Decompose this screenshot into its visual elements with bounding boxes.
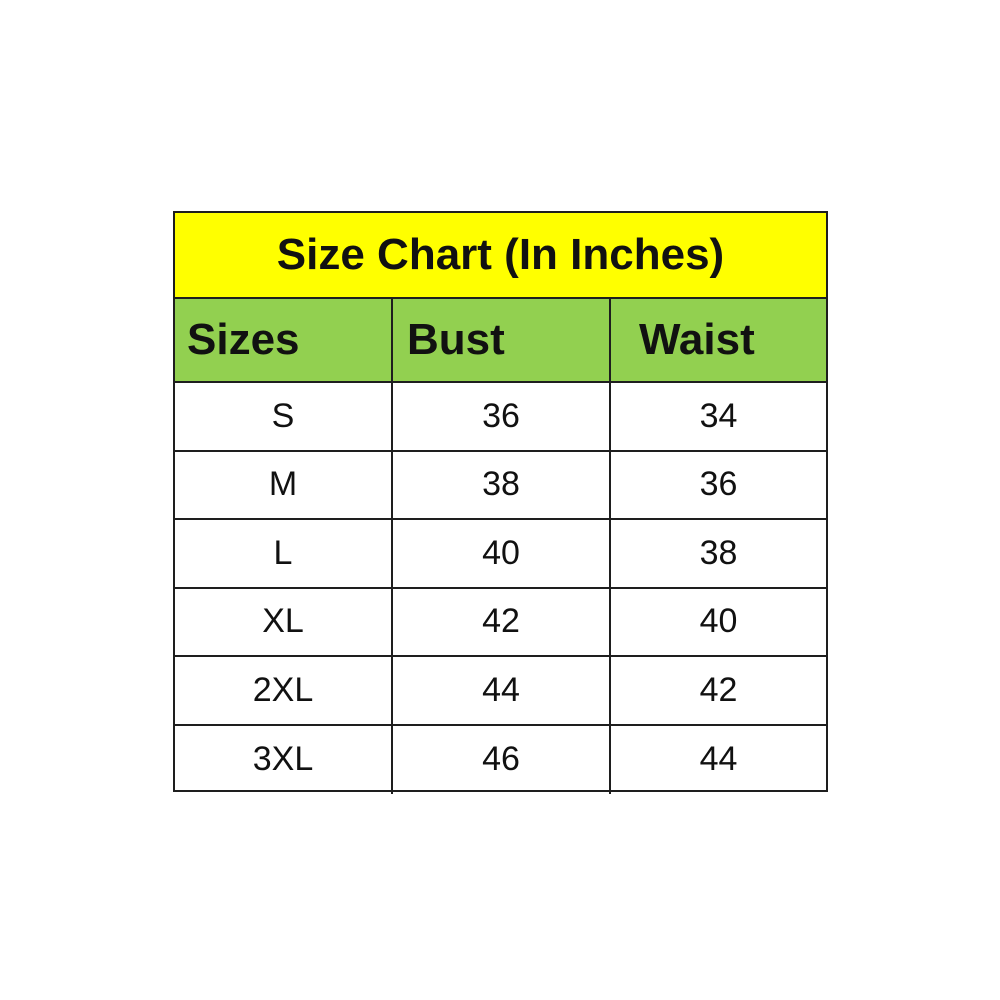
cell-waist: 42 bbox=[699, 670, 738, 709]
cell-size: S bbox=[175, 383, 393, 450]
cell-bust: 42 bbox=[393, 588, 611, 655]
cell-size: M bbox=[175, 451, 393, 518]
table-title: Size Chart (In Inches) bbox=[175, 213, 826, 299]
cell-waist: 36 bbox=[699, 465, 738, 504]
cell-waist: 44 bbox=[699, 740, 738, 779]
cell-size: 3XL bbox=[175, 725, 393, 794]
size-chart-table: Size Chart (In Inches) Sizes Bust Waist … bbox=[173, 211, 828, 794]
table-row: 2XL 44 42 bbox=[175, 657, 826, 726]
header-row: Sizes Bust Waist bbox=[175, 299, 826, 383]
table-row: L 40 38 bbox=[175, 520, 826, 589]
cell-waist: 40 bbox=[699, 602, 738, 641]
header-waist: Waist bbox=[639, 315, 755, 364]
cell-size: XL bbox=[175, 588, 393, 655]
table-row: S 36 34 bbox=[175, 383, 826, 452]
header-sizes: Sizes bbox=[175, 299, 393, 381]
cell-bust: 38 bbox=[393, 451, 611, 518]
cell-size: 2XL bbox=[175, 657, 393, 724]
cell-bust: 40 bbox=[393, 520, 611, 587]
cell-waist: 38 bbox=[699, 533, 738, 572]
table-row: XL 42 40 bbox=[175, 588, 826, 657]
header-bust: Bust bbox=[393, 299, 611, 381]
cell-size: L bbox=[175, 520, 393, 587]
cell-bust: 36 bbox=[393, 383, 611, 450]
table-row: M 38 36 bbox=[175, 451, 826, 520]
table-body: S 36 34 M 38 36 L 40 38 XL 42 40 2XL 44 … bbox=[175, 383, 826, 794]
cell-bust: 46 bbox=[393, 725, 611, 794]
table-row: 3XL 46 44 bbox=[175, 725, 826, 794]
cell-bust: 44 bbox=[393, 657, 611, 724]
cell-waist: 34 bbox=[699, 396, 738, 435]
